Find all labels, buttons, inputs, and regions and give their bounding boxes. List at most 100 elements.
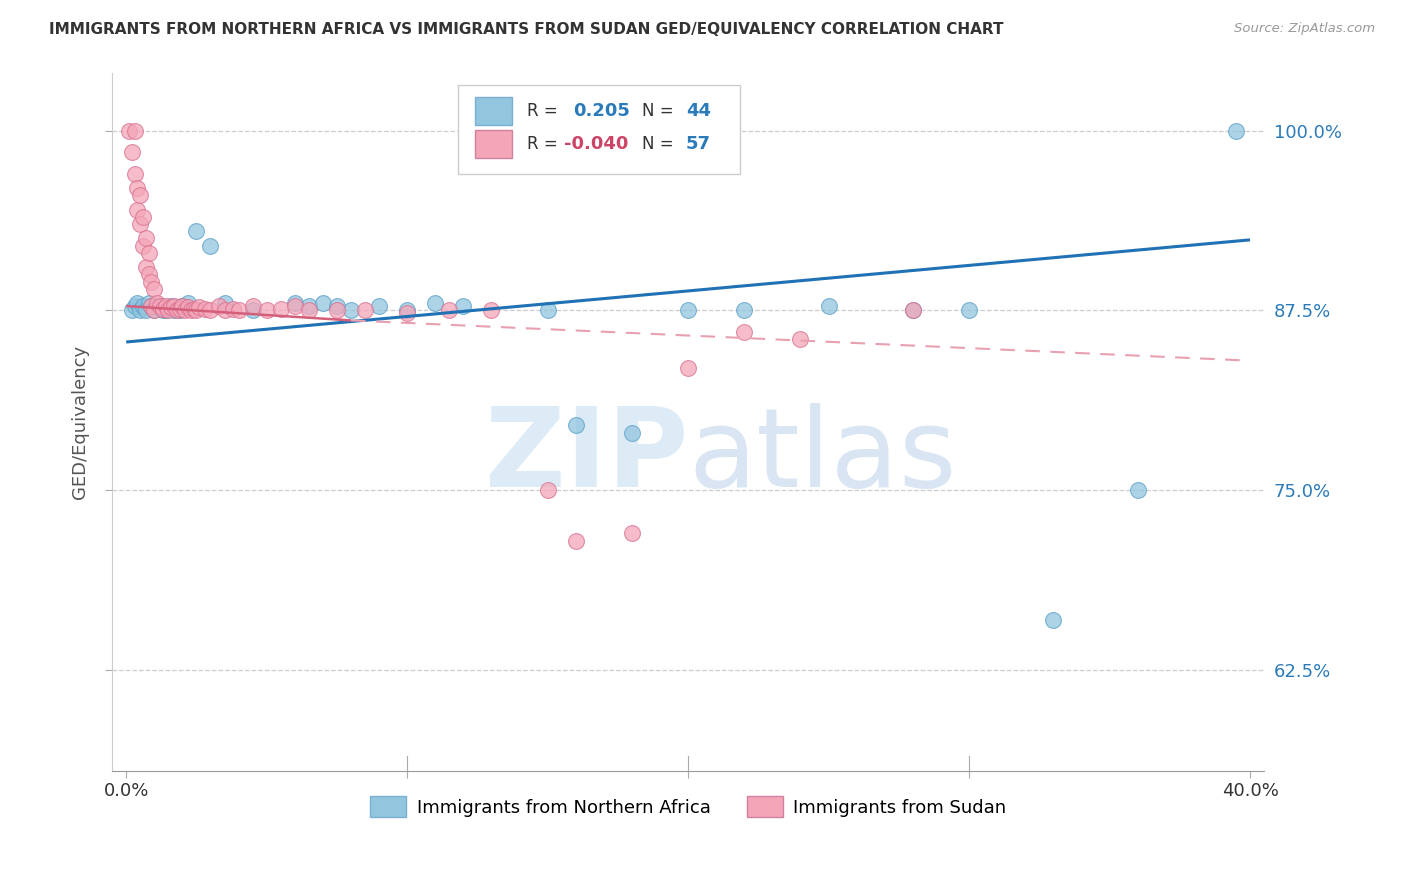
Text: R =: R = [527, 103, 558, 120]
Point [564, 533, 586, 548]
Point [146, 301, 169, 315]
Point [155, 303, 177, 318]
Point [138, 268, 160, 282]
Point [222, 301, 245, 316]
Point [138, 296, 160, 310]
Point [132, 238, 155, 252]
Point [180, 303, 202, 318]
Point [141, 275, 163, 289]
Point [121, 145, 143, 160]
Point [163, 299, 186, 313]
Point [298, 299, 321, 313]
Point [188, 301, 211, 315]
Point [1225, 123, 1247, 137]
Y-axis label: GED/Equivalency: GED/Equivalency [72, 345, 89, 499]
Point [169, 303, 191, 318]
Point [733, 325, 755, 339]
Point [163, 303, 186, 318]
Point [270, 301, 292, 316]
Text: R =: R = [527, 136, 558, 153]
Point [901, 303, 924, 318]
Point [127, 181, 149, 195]
Text: ZIP: ZIP [485, 403, 688, 510]
Point [172, 299, 194, 313]
Point [143, 282, 166, 296]
Point [124, 123, 146, 137]
Point [143, 303, 166, 318]
Point [135, 260, 157, 275]
Point [166, 301, 188, 315]
Point [132, 299, 155, 313]
Point [817, 299, 839, 313]
Point [298, 303, 321, 318]
Point [481, 303, 503, 318]
Text: 0.205: 0.205 [572, 103, 630, 120]
Point [127, 296, 149, 310]
Point [166, 303, 188, 318]
Legend: Immigrants from Northern Africa, Immigrants from Sudan: Immigrants from Northern Africa, Immigra… [363, 789, 1014, 824]
Text: 44: 44 [686, 103, 711, 120]
Point [733, 303, 755, 318]
Point [143, 303, 166, 318]
FancyBboxPatch shape [475, 97, 512, 125]
Point [135, 231, 157, 245]
Point [425, 296, 447, 310]
Point [124, 299, 146, 313]
Point [160, 301, 183, 315]
Point [676, 360, 699, 375]
Text: 57: 57 [686, 136, 711, 153]
Text: N =: N = [643, 136, 673, 153]
Point [368, 299, 391, 313]
Point [149, 299, 172, 313]
FancyBboxPatch shape [475, 130, 512, 158]
Point [396, 303, 419, 318]
Point [214, 296, 236, 310]
Point [326, 303, 349, 318]
Point [157, 303, 180, 318]
Point [214, 303, 236, 318]
Point [1042, 613, 1064, 627]
Point [312, 296, 335, 310]
Point [676, 303, 699, 318]
Point [152, 301, 174, 316]
Point [439, 303, 461, 318]
Point [169, 301, 191, 316]
Point [228, 303, 250, 318]
Point [121, 303, 143, 318]
Text: N =: N = [643, 103, 673, 120]
Point [536, 483, 558, 498]
Point [129, 188, 152, 202]
Point [396, 306, 419, 320]
Point [155, 299, 177, 313]
Point [183, 301, 205, 316]
Point [340, 303, 363, 318]
Text: IMMIGRANTS FROM NORTHERN AFRICA VS IMMIGRANTS FROM SUDAN GED/EQUIVALENCY CORRELA: IMMIGRANTS FROM NORTHERN AFRICA VS IMMIG… [49, 22, 1004, 37]
Point [200, 303, 222, 318]
Point [174, 303, 197, 318]
Point [186, 224, 208, 238]
Point [194, 301, 217, 316]
Point [620, 526, 643, 541]
Point [284, 296, 307, 310]
FancyBboxPatch shape [458, 85, 740, 174]
Point [453, 299, 475, 313]
Point [620, 425, 643, 440]
Point [129, 303, 152, 318]
Point [127, 202, 149, 217]
Point [177, 296, 200, 310]
Point [177, 301, 200, 315]
Point [242, 299, 264, 313]
Point [146, 296, 169, 310]
Point [1126, 483, 1149, 498]
Point [242, 303, 264, 318]
Point [160, 299, 183, 313]
Point [536, 303, 558, 318]
Point [901, 303, 924, 318]
Point [135, 303, 157, 318]
Point [789, 332, 811, 346]
Point [157, 301, 180, 316]
Point [129, 217, 152, 231]
Point [256, 303, 278, 318]
Point [118, 123, 141, 137]
Point [132, 210, 155, 224]
